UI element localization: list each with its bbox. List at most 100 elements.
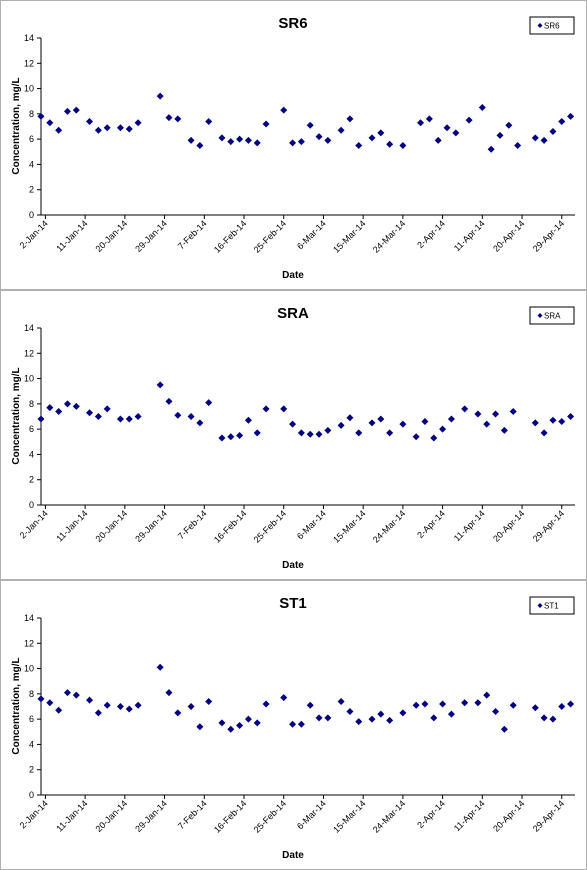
y-tick-label: 0: [29, 500, 34, 510]
data-point: [125, 125, 133, 133]
data-point: [244, 136, 252, 144]
data-point: [430, 714, 438, 722]
data-point: [236, 721, 244, 729]
legend-marker: [537, 23, 543, 28]
data-point: [37, 112, 45, 120]
data-point: [531, 134, 539, 142]
data-point: [55, 706, 63, 714]
legend: SRA: [529, 306, 575, 325]
legend: SR6: [529, 16, 575, 35]
y-tick-label: 8: [29, 399, 34, 409]
data-point: [244, 416, 252, 424]
data-point: [447, 415, 455, 423]
data-point: [558, 418, 566, 426]
x-tick-label: 16-Feb-14: [212, 218, 248, 254]
data-point: [377, 129, 385, 137]
x-tick-label: 25-Feb-14: [252, 218, 288, 254]
data-point: [346, 115, 354, 123]
data-point: [509, 407, 517, 415]
data-point: [86, 409, 94, 417]
data-point: [165, 689, 173, 697]
y-axis-label: Concentration, mg/L: [11, 367, 22, 464]
x-tick-label: 24-Mar-14: [371, 508, 407, 544]
data-point: [156, 663, 164, 671]
data-point: [253, 719, 261, 727]
data-point: [377, 710, 385, 718]
data-point: [567, 112, 575, 120]
data-point: [116, 703, 124, 710]
data-point: [487, 145, 495, 153]
data-point: [346, 708, 354, 716]
data-point: [227, 433, 235, 441]
data-point: [103, 124, 111, 132]
y-tick-label: 10: [24, 374, 34, 384]
legend-box: [529, 306, 575, 325]
x-tick-label: 6-Mar-14: [295, 218, 328, 251]
x-tick-label: 20-Apr-14: [491, 798, 526, 833]
y-tick-label: 14: [24, 33, 34, 43]
data-point: [187, 136, 195, 144]
y-tick-label: 4: [29, 159, 34, 169]
y-tick-label: 2: [29, 185, 34, 195]
data-point: [37, 695, 45, 703]
data-point: [289, 720, 297, 728]
data-point: [421, 418, 429, 426]
x-tick-label: 11-Jan-14: [54, 508, 89, 543]
data-point: [478, 104, 486, 112]
data-point: [421, 700, 429, 708]
data-point: [492, 708, 500, 716]
x-tick-label: 20-Apr-14: [491, 508, 526, 543]
chart-sr6: SR6 0 2 4 6 8 10 12 14 2-Jan-14 11-Jan-14 20-Jan-14…: [11, 15, 575, 281]
data-point: [262, 120, 270, 128]
x-tick-label: 11-Jan-14: [54, 798, 89, 833]
x-tick-label: 29-Apr-14: [531, 218, 566, 253]
y-tick-label: 12: [24, 348, 34, 358]
data-point: [540, 714, 548, 722]
x-tick-label: 16-Feb-14: [212, 508, 248, 544]
data-point: [315, 430, 323, 438]
data-point: [377, 415, 385, 423]
x-tick-label: 16-Feb-14: [212, 798, 248, 834]
data-point: [483, 691, 491, 699]
data-point: [337, 126, 345, 134]
y-tick-label: 4: [29, 739, 34, 749]
data-point: [63, 400, 71, 408]
x-tick-label: 11-Apr-14: [452, 508, 487, 543]
x-tick-label: 25-Feb-14: [252, 508, 288, 544]
data-point: [218, 434, 226, 442]
y-tick-label: 2: [29, 765, 34, 775]
chart-sra: SRA 0 2 4 6 8 10 12 14 2-Jan-14 11-Jan-14 20-Jan-14…: [11, 305, 575, 571]
data-point: [412, 701, 420, 709]
data-point: [227, 138, 235, 146]
data-point: [253, 429, 261, 437]
x-tick-label: 29-Apr-14: [531, 508, 566, 543]
data-point: [306, 701, 314, 709]
data-point: [368, 715, 376, 723]
x-tick-label: 2-Jan-14: [18, 508, 50, 540]
data-point: [425, 115, 433, 123]
data-point: [531, 704, 539, 712]
data-point: [86, 696, 94, 704]
y-tick-label: 12: [24, 638, 34, 648]
data-point: [399, 709, 407, 717]
legend-box: [529, 596, 575, 615]
chart-title: ST1: [279, 595, 307, 612]
data-point: [125, 705, 133, 713]
data-point: [289, 139, 297, 147]
data-point: [492, 410, 500, 418]
data-point: [324, 136, 332, 144]
data-point: [306, 121, 314, 129]
data-point: [443, 124, 451, 132]
legend: ST1: [529, 596, 575, 615]
data-point: [187, 413, 195, 420]
data-point: [386, 140, 394, 148]
data-point: [156, 381, 164, 389]
x-tick-label: 24-Mar-14: [371, 798, 407, 834]
y-tick-label: 12: [24, 58, 34, 68]
chart-st1: ST1 0 2 4 6 8 10 12 14 2-Jan-14 11-Jan-14 20-Jan-14…: [11, 595, 575, 861]
data-point: [297, 138, 305, 146]
chart-panel-st1: ST1 0 2 4 6 8 10 12 14 2-Jan-14 11-Jan-14 20-Jan-14…: [0, 580, 587, 870]
x-axis-label: Date: [282, 850, 304, 861]
data-point: [253, 139, 261, 147]
data-point: [483, 420, 491, 428]
